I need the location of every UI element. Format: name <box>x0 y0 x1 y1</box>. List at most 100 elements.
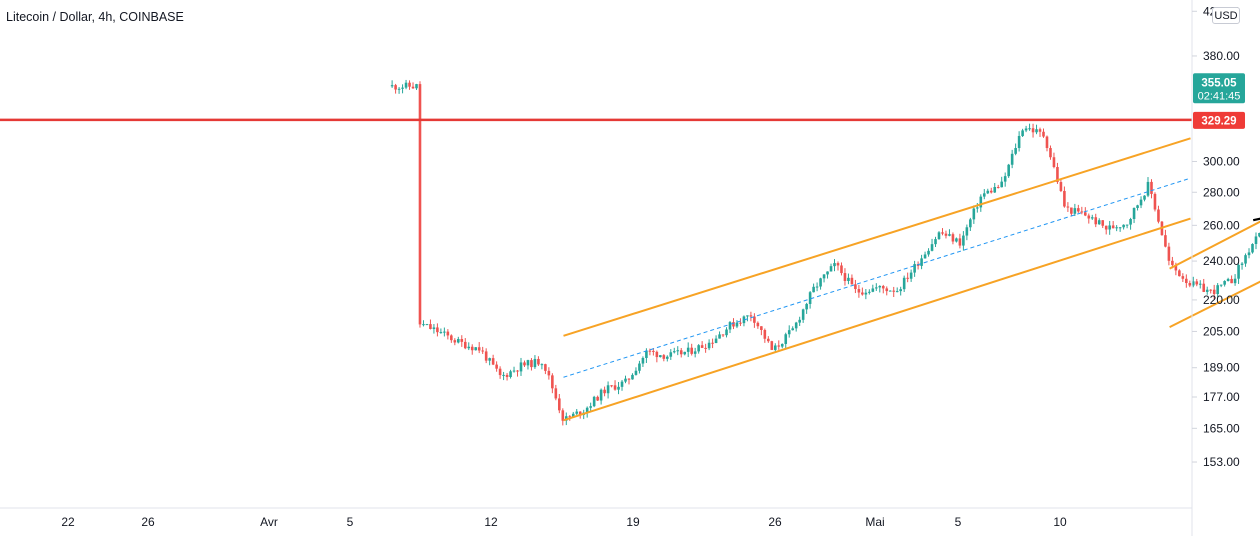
channel-upper-line[interactable] <box>563 137 1191 337</box>
candle-body <box>390 85 394 87</box>
candle-body <box>540 364 544 366</box>
candle-body <box>655 351 659 358</box>
candle-body <box>944 233 948 236</box>
channel-mid-line[interactable] <box>563 177 1191 378</box>
time-tick-label: 5 <box>347 515 354 529</box>
candle-body <box>624 378 627 382</box>
candle-body <box>714 338 718 344</box>
candle-body <box>951 234 955 242</box>
candle-body <box>1150 181 1153 194</box>
candle-body <box>979 196 983 208</box>
candle-body <box>526 360 530 366</box>
candle-body <box>1052 157 1056 168</box>
candle-body <box>982 193 986 197</box>
candle-body <box>1014 148 1017 154</box>
candle-body <box>888 290 892 292</box>
price-tick-label: 240.00 <box>1203 254 1240 268</box>
time-axis[interactable]: 22 26 Avr 5 12 19 26 Mai 5 10 <box>61 515 1067 529</box>
candle-body <box>672 351 676 353</box>
candle-body <box>875 287 878 289</box>
price-tick-label: 165.00 <box>1203 421 1240 435</box>
candle-body <box>436 327 439 333</box>
candle-body <box>1007 164 1010 177</box>
candle-body <box>1031 128 1035 133</box>
candle-body <box>1118 227 1122 229</box>
channel-lower-line[interactable] <box>563 217 1191 422</box>
candle-body <box>861 292 864 295</box>
time-tick-label: 5 <box>955 515 962 529</box>
candle-body <box>1087 215 1091 219</box>
currency-button[interactable]: USD <box>1212 7 1240 24</box>
candle-body <box>753 316 756 323</box>
candle-body <box>1111 225 1115 229</box>
candle-body <box>1237 264 1240 279</box>
candle-body <box>1247 252 1251 256</box>
price-tick-label: 300.00 <box>1203 154 1240 168</box>
candle-body <box>422 324 425 326</box>
candle-body <box>930 244 934 251</box>
candle-body <box>690 347 693 354</box>
candle-body <box>1153 193 1157 210</box>
candle-body <box>401 87 404 89</box>
candle-body <box>512 370 516 372</box>
candle-body <box>571 413 575 417</box>
current-price-tag <box>1193 73 1245 104</box>
candle-body <box>976 207 979 209</box>
candle-body <box>909 272 913 279</box>
candle-body <box>610 385 613 387</box>
candle-body <box>1003 176 1007 182</box>
current-price-label: 355.05 <box>1201 77 1237 89</box>
candle-body <box>578 411 582 415</box>
candle-body <box>415 84 418 89</box>
price-tick-label: 189.00 <box>1203 361 1240 375</box>
candle-body <box>767 338 770 342</box>
candle-body <box>620 381 624 387</box>
candle-body <box>1136 205 1139 208</box>
candle-body <box>906 277 909 279</box>
candle-body <box>599 389 603 401</box>
candle-body <box>617 386 620 390</box>
candle-body <box>408 82 411 87</box>
candle-body <box>1077 208 1080 212</box>
candle-body <box>1059 182 1063 191</box>
candle-body <box>798 319 801 323</box>
candle-body <box>474 347 478 351</box>
candle-body <box>1181 276 1185 279</box>
time-tick-label: Avr <box>260 515 278 529</box>
candle-body <box>746 315 749 317</box>
candle-body <box>429 324 432 329</box>
candle-body <box>519 362 523 372</box>
price-tick-label: 205.00 <box>1203 324 1240 338</box>
price-tick-label: 177.00 <box>1203 390 1240 404</box>
candle-body <box>1219 284 1223 286</box>
channel-lower-line[interactable] <box>1169 138 1260 328</box>
candle-body <box>878 286 882 288</box>
time-tick-label: 19 <box>626 515 640 529</box>
candle-body <box>1178 270 1181 277</box>
candle-body <box>756 322 760 327</box>
candle-body <box>450 335 453 341</box>
candle-body <box>777 345 781 347</box>
candle-body <box>1188 283 1192 286</box>
candle-body <box>704 347 707 349</box>
candle-body <box>575 411 579 414</box>
candle-body <box>596 396 599 401</box>
candle-body <box>627 378 631 380</box>
candle-body <box>1171 260 1174 265</box>
candle-body <box>516 370 519 372</box>
candle-body <box>732 322 735 327</box>
candle-body <box>631 374 634 380</box>
candle-body <box>477 347 481 351</box>
candle-body <box>739 322 742 324</box>
candle-body <box>801 309 805 320</box>
channel-upper-line[interactable] <box>1169 74 1260 270</box>
candle-body <box>1028 128 1031 130</box>
candle-body <box>969 219 972 228</box>
candle-body <box>1090 217 1094 219</box>
candle-body <box>394 85 397 90</box>
candle-body <box>1157 209 1160 222</box>
candle-body <box>822 274 826 279</box>
candle-body <box>794 322 798 329</box>
